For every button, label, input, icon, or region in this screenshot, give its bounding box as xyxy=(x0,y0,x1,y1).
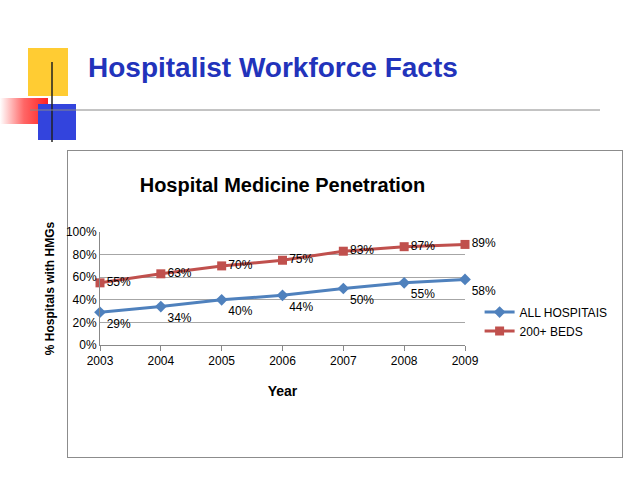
svg-text:2003: 2003 xyxy=(87,354,114,368)
svg-text:70%: 70% xyxy=(228,258,252,272)
svg-text:2005: 2005 xyxy=(208,354,235,368)
svg-text:2007: 2007 xyxy=(330,354,357,368)
svg-text:55%: 55% xyxy=(411,287,435,301)
svg-text:2006: 2006 xyxy=(269,354,296,368)
svg-text:40%: 40% xyxy=(73,293,97,307)
svg-text:29%: 29% xyxy=(107,317,131,331)
svg-text:Hospital Medicine Penetration: Hospital Medicine Penetration xyxy=(140,174,426,196)
svg-text:20%: 20% xyxy=(73,316,97,330)
svg-text:75%: 75% xyxy=(289,252,313,266)
svg-text:50%: 50% xyxy=(350,293,374,307)
html-text:Hospitalist Workforce Facts: Hospitalist Workforce Facts xyxy=(88,52,458,83)
svg-text:58%: 58% xyxy=(472,284,496,298)
svg-text:44%: 44% xyxy=(289,300,313,314)
svg-text:2008: 2008 xyxy=(391,354,418,368)
svg-text:34%: 34% xyxy=(167,311,191,325)
svg-text:ALL HOSPITAIS: ALL HOSPITAIS xyxy=(520,306,607,320)
svg-text:2004: 2004 xyxy=(147,354,174,368)
svg-text:80%: 80% xyxy=(73,248,97,262)
svg-text:87%: 87% xyxy=(411,239,435,253)
svg-text:100%: 100% xyxy=(66,225,97,239)
svg-text:40%: 40% xyxy=(228,304,252,318)
svg-text:89%: 89% xyxy=(472,236,496,250)
svg-text:63%: 63% xyxy=(167,266,191,280)
svg-text:% Hospitals with HMGs: % Hospitals with HMGs xyxy=(43,222,57,356)
svg-text:0%: 0% xyxy=(79,338,97,352)
svg-text:Year: Year xyxy=(268,383,298,399)
svg-text:200+ BEDS: 200+ BEDS xyxy=(520,325,583,339)
svg-text:60%: 60% xyxy=(73,270,97,284)
svg-text:83%: 83% xyxy=(350,243,374,257)
svg-text:2009: 2009 xyxy=(452,354,479,368)
svg-text:55%: 55% xyxy=(107,275,131,289)
